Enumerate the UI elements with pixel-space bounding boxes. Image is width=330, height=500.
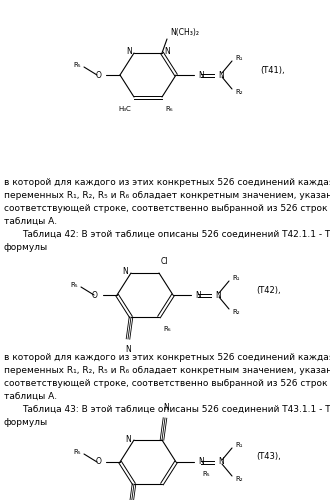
Text: соответствующей строке, соответственно выбранной из 526 строк А.1.1 - А.1.526: соответствующей строке, соответственно в… xyxy=(4,204,330,213)
Text: N: N xyxy=(198,458,204,466)
Text: R₅: R₅ xyxy=(70,282,78,288)
Text: R₂: R₂ xyxy=(232,309,240,315)
Text: переменных R₁, R₂, R₅ и R₆ обладает конкретным значением, указанным в: переменных R₁, R₂, R₅ и R₆ обладает конк… xyxy=(4,191,330,200)
Text: R₂: R₂ xyxy=(235,476,243,482)
Text: N: N xyxy=(218,70,224,80)
Text: R₅: R₅ xyxy=(202,471,210,477)
Text: R₁: R₁ xyxy=(235,55,243,61)
Text: таблицы А.: таблицы А. xyxy=(4,392,57,401)
Text: (Т43),: (Т43), xyxy=(256,452,281,462)
Text: R₆: R₆ xyxy=(163,326,171,332)
Text: N: N xyxy=(126,48,132,56)
Text: O: O xyxy=(95,458,101,466)
Text: R₁: R₁ xyxy=(235,442,243,448)
Text: Таблица 42: В этой таблице описаны 526 соединений Т42.1.1 - Т42.1.526: Таблица 42: В этой таблице описаны 526 с… xyxy=(22,230,330,239)
Text: N: N xyxy=(122,268,128,276)
Text: соответствующей строке, соответственно выбранной из 526 строк А.1.1 - А.1.526: соответствующей строке, соответственно в… xyxy=(4,379,330,388)
Text: N: N xyxy=(215,290,221,300)
Text: N: N xyxy=(164,48,170,56)
Text: N: N xyxy=(195,290,201,300)
Text: O: O xyxy=(92,290,98,300)
Text: N: N xyxy=(125,344,131,354)
Text: переменных R₁, R₂, R₅ и R₆ обладает конкретным значением, указанным в: переменных R₁, R₂, R₅ и R₆ обладает конк… xyxy=(4,366,330,375)
Text: в которой для каждого из этих конкретных 526 соединений каждая из: в которой для каждого из этих конкретных… xyxy=(4,178,330,187)
Text: (Т42),: (Т42), xyxy=(256,286,280,294)
Text: R₆: R₆ xyxy=(165,106,173,112)
Text: в которой для каждого из этих конкретных 526 соединений каждая из: в которой для каждого из этих конкретных… xyxy=(4,353,330,362)
Text: формулы: формулы xyxy=(4,418,48,427)
Text: R₅: R₅ xyxy=(73,449,81,455)
Text: Таблица 43: В этой таблице описаны 526 соединений Т43.1.1 - Т43.1.526: Таблица 43: В этой таблице описаны 526 с… xyxy=(22,405,330,414)
Text: N: N xyxy=(218,458,224,466)
Text: N: N xyxy=(198,70,204,80)
Text: N(CH₃)₂: N(CH₃)₂ xyxy=(170,28,199,38)
Text: R₂: R₂ xyxy=(235,89,243,95)
Text: (Т41),: (Т41), xyxy=(260,66,284,74)
Text: H₃C: H₃C xyxy=(118,106,131,112)
Text: R₅: R₅ xyxy=(73,62,81,68)
Text: N: N xyxy=(125,434,131,444)
Text: формулы: формулы xyxy=(4,243,48,252)
Text: таблицы А.: таблицы А. xyxy=(4,217,57,226)
Text: O: O xyxy=(95,70,101,80)
Text: N: N xyxy=(163,404,169,412)
Text: R₁: R₁ xyxy=(232,275,240,281)
Text: Cl: Cl xyxy=(160,256,168,266)
